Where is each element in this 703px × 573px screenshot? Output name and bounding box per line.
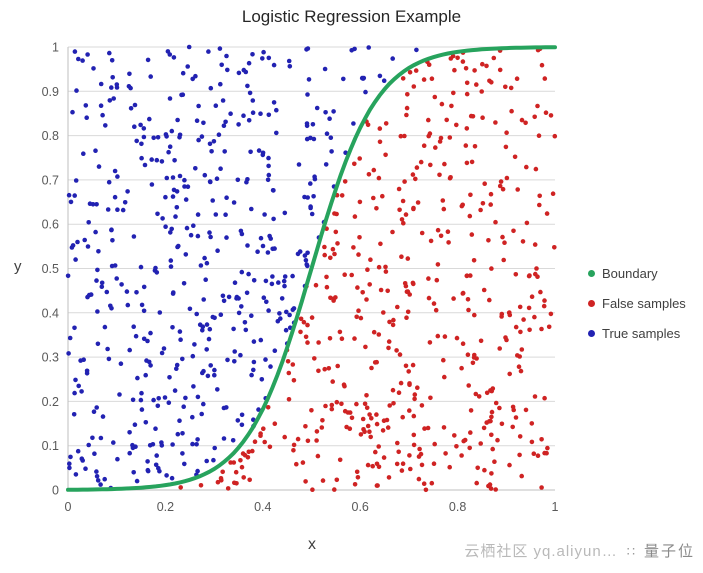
svg-text:0.4: 0.4 bbox=[254, 500, 271, 514]
svg-text:0: 0 bbox=[52, 484, 59, 498]
svg-text:0.6: 0.6 bbox=[352, 500, 369, 514]
chart-title: Logistic Regression Example bbox=[241, 7, 462, 26]
watermark-source-text: 云栖社区 yq.aliyun… bbox=[464, 543, 618, 560]
legend-item-false-samples: False samples bbox=[588, 296, 686, 311]
x-axis-label: x bbox=[308, 536, 316, 553]
svg-text:0: 0 bbox=[65, 500, 72, 514]
quantumbit-logo-icon: ∷ bbox=[626, 544, 635, 559]
y-axis-label: y bbox=[14, 258, 22, 275]
legend-item-true-samples: True samples bbox=[588, 326, 686, 341]
svg-text:0.8: 0.8 bbox=[449, 500, 466, 514]
watermark: 云栖社区 yq.aliyun… ∷ 量子位 bbox=[464, 540, 695, 561]
svg-text:0.2: 0.2 bbox=[42, 395, 59, 409]
legend-label-boundary: Boundary bbox=[602, 266, 658, 281]
boundary-marker-icon bbox=[588, 270, 595, 277]
svg-text:0.8: 0.8 bbox=[42, 129, 59, 143]
legend: Boundary False samples True samples bbox=[588, 266, 686, 341]
true-samples-points bbox=[65, 44, 419, 491]
svg-text:0.2: 0.2 bbox=[157, 500, 174, 514]
watermark-brand-text: 量子位 bbox=[643, 543, 695, 560]
svg-text:1: 1 bbox=[552, 500, 559, 514]
false-samples-points bbox=[178, 46, 558, 493]
legend-label-true-samples: True samples bbox=[602, 326, 681, 341]
svg-text:0.7: 0.7 bbox=[42, 173, 59, 187]
legend-item-boundary: Boundary bbox=[588, 266, 686, 281]
svg-text:0.9: 0.9 bbox=[42, 85, 59, 99]
true-samples-marker-icon bbox=[588, 330, 595, 337]
svg-text:0.1: 0.1 bbox=[42, 439, 59, 453]
svg-text:0.5: 0.5 bbox=[42, 262, 59, 276]
svg-text:0.4: 0.4 bbox=[42, 306, 59, 320]
svg-text:1: 1 bbox=[52, 41, 59, 55]
boundary-curve bbox=[66, 45, 557, 492]
legend-label-false-samples: False samples bbox=[602, 296, 686, 311]
svg-text:0.3: 0.3 bbox=[42, 351, 59, 365]
tick-labels: 0 0.1 0.2 0.3 0.4 0.5 0.6 0.7 0.8 0.9 1 0 0.2 0.4 0.6 0… bbox=[42, 41, 559, 515]
svg-text:0.6: 0.6 bbox=[42, 218, 59, 232]
false-samples-marker-icon bbox=[588, 300, 595, 307]
